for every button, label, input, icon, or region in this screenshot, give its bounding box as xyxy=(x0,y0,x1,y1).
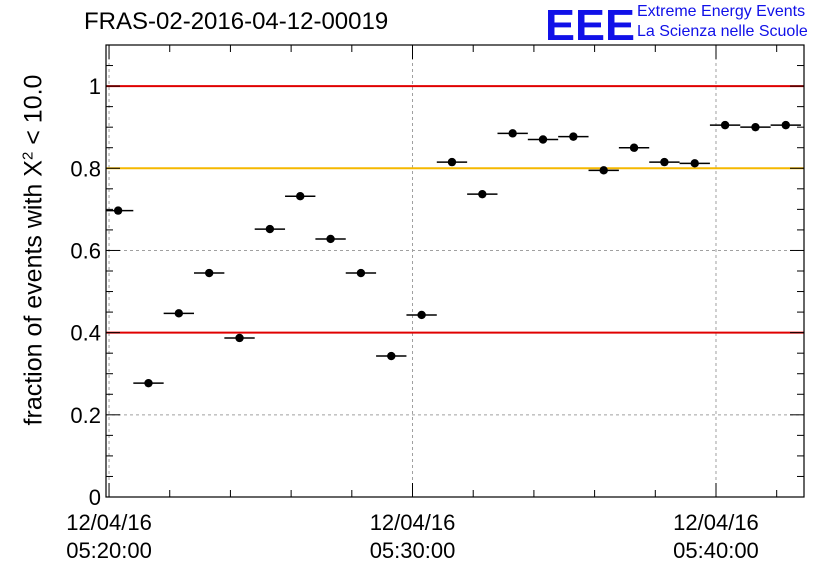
data-marker xyxy=(387,351,396,361)
data-marker xyxy=(569,132,578,141)
data-marker xyxy=(356,268,366,278)
y-tick-label: 0 xyxy=(89,485,101,510)
data-marker xyxy=(113,206,123,215)
x-tick-label-date: 12/04/16 xyxy=(370,510,456,535)
eee-logo: EEE xyxy=(545,2,635,44)
data-marker xyxy=(447,157,457,167)
data-point xyxy=(709,120,741,130)
y-axis-title-tail: < 10.0 xyxy=(19,74,48,152)
data-marker xyxy=(599,166,608,175)
data-point xyxy=(588,166,619,175)
data-point xyxy=(436,157,468,167)
x-tick-label-time: 05:40:00 xyxy=(673,538,759,563)
data-point xyxy=(194,268,225,278)
y-tick-label: 0.6 xyxy=(70,238,101,263)
data-marker xyxy=(690,159,699,168)
y-axis-title-main: fraction of events with X xyxy=(19,160,48,426)
data-marker xyxy=(629,143,639,152)
data-point xyxy=(133,378,164,388)
chart-title: FRAS-02-2016-04-12-00019 xyxy=(84,8,389,35)
x-tick-label-date: 12/04/16 xyxy=(673,510,759,535)
data-marker xyxy=(538,135,548,144)
y-tick-label: 0.4 xyxy=(70,321,101,346)
data-marker xyxy=(296,192,305,201)
eee-logo-text: Extreme Energy Events La Scienza nelle S… xyxy=(637,2,808,42)
data-point xyxy=(740,122,771,132)
data-point xyxy=(406,310,437,320)
data-marker xyxy=(326,234,335,244)
data-point xyxy=(679,159,710,168)
reference-lines xyxy=(106,85,804,334)
data-point xyxy=(345,268,377,278)
data-point xyxy=(163,309,195,318)
data-point xyxy=(770,120,801,130)
data-point xyxy=(558,132,589,141)
data-marker xyxy=(235,333,244,343)
data-point xyxy=(527,135,559,144)
y-axis-title: fraction of events with X2 < 10.0 xyxy=(19,75,48,426)
data-marker xyxy=(751,122,760,132)
x-tick-label-time: 05:30:00 xyxy=(370,538,456,563)
data-marker xyxy=(478,189,487,199)
data-marker xyxy=(204,268,214,278)
x-tick-label-date: 12/04/16 xyxy=(66,510,152,535)
data-point xyxy=(106,206,134,215)
data-marker xyxy=(174,309,184,318)
y-tick-label: 1 xyxy=(89,74,101,99)
data-point xyxy=(315,234,346,244)
data-point xyxy=(618,143,650,152)
data-marker xyxy=(781,120,790,130)
data-point xyxy=(497,129,528,138)
x-tick-label-time: 05:20:00 xyxy=(66,538,152,563)
y-tick-label: 0.2 xyxy=(70,403,101,428)
data-marker xyxy=(720,120,730,130)
y-tick-label: 0.8 xyxy=(70,156,101,181)
data-point xyxy=(649,157,680,167)
data-marker xyxy=(144,378,153,388)
data-point xyxy=(376,351,407,361)
data-marker xyxy=(660,157,669,167)
data-points xyxy=(106,120,801,388)
data-point xyxy=(224,333,255,343)
axis-ticks xyxy=(106,45,804,498)
data-point xyxy=(254,224,286,234)
tick-labels: 0 0.2 0.4 0.6 0.8 1 12/04/16 05:20:00 12/04/16 05… xyxy=(66,74,759,563)
data-point xyxy=(285,192,316,201)
logo-line-1: Extreme Energy Events xyxy=(637,3,806,20)
data-point xyxy=(467,189,498,199)
y-axis-title-sup: 2 xyxy=(19,151,37,161)
logo-line-2: La Scienza nelle Scuole xyxy=(637,23,808,40)
data-marker xyxy=(265,224,275,234)
data-marker xyxy=(417,310,426,320)
eee-logo-letters: EEE xyxy=(545,2,635,44)
data-marker xyxy=(508,129,517,138)
